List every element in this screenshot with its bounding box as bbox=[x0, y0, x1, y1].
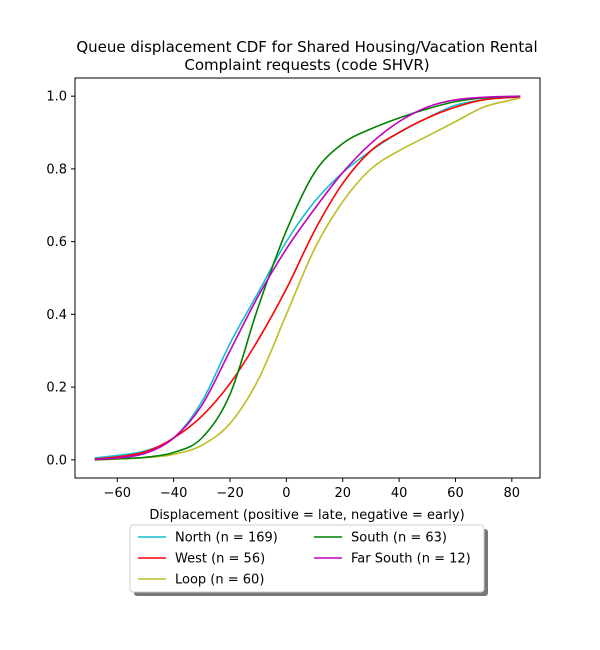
x-tick-label: −60 bbox=[104, 486, 131, 501]
x-axis: −60 −40 −20 0 20 40 60 80 bbox=[104, 478, 521, 501]
y-tick-label: 0.8 bbox=[46, 162, 67, 177]
legend-box bbox=[129, 524, 485, 593]
x-tick-label: −20 bbox=[216, 486, 243, 501]
legend-label: Far South (n = 12) bbox=[351, 552, 471, 567]
legend-label: North (n = 169) bbox=[175, 531, 278, 546]
x-tick-label: 20 bbox=[334, 486, 351, 501]
series-line bbox=[94, 97, 521, 461]
series-line bbox=[94, 95, 521, 461]
y-tick-label: 0.0 bbox=[46, 453, 67, 468]
x-axis-label: Displacement (positive = late, negative … bbox=[149, 508, 464, 523]
y-tick-label: 0.6 bbox=[46, 235, 67, 250]
legend-entries: North (n = 169) West (n = 56) Loop (n = 60… bbox=[138, 531, 471, 588]
x-tick-label: −40 bbox=[160, 486, 187, 501]
y-tick-label: 1.0 bbox=[46, 90, 67, 105]
legend: North (n = 169) West (n = 56) Loop (n = 60… bbox=[129, 524, 488, 596]
y-tick-label: 0.4 bbox=[46, 308, 67, 323]
legend-label: West (n = 56) bbox=[175, 552, 265, 567]
series-line bbox=[94, 95, 521, 459]
legend-label: Loop (n = 60) bbox=[175, 573, 264, 588]
y-axis: 0.0 0.2 0.4 0.6 0.8 1.0 bbox=[46, 90, 75, 468]
y-tick-label: 0.2 bbox=[46, 381, 67, 396]
plot-frame bbox=[74, 77, 541, 479]
x-tick-label: 0 bbox=[282, 486, 290, 501]
chart-title-line-2: Complaint requests (code SHVR) bbox=[184, 56, 429, 74]
x-tick-label: 40 bbox=[391, 486, 408, 501]
legend-label: South (n = 63) bbox=[351, 531, 447, 546]
series-line bbox=[94, 95, 521, 461]
chart-title-line-1: Queue displacement CDF for Shared Housin… bbox=[76, 38, 537, 56]
series-line bbox=[94, 96, 521, 460]
series-layer bbox=[94, 95, 521, 461]
x-tick-label: 60 bbox=[447, 486, 464, 501]
x-tick-label: 80 bbox=[504, 486, 521, 501]
